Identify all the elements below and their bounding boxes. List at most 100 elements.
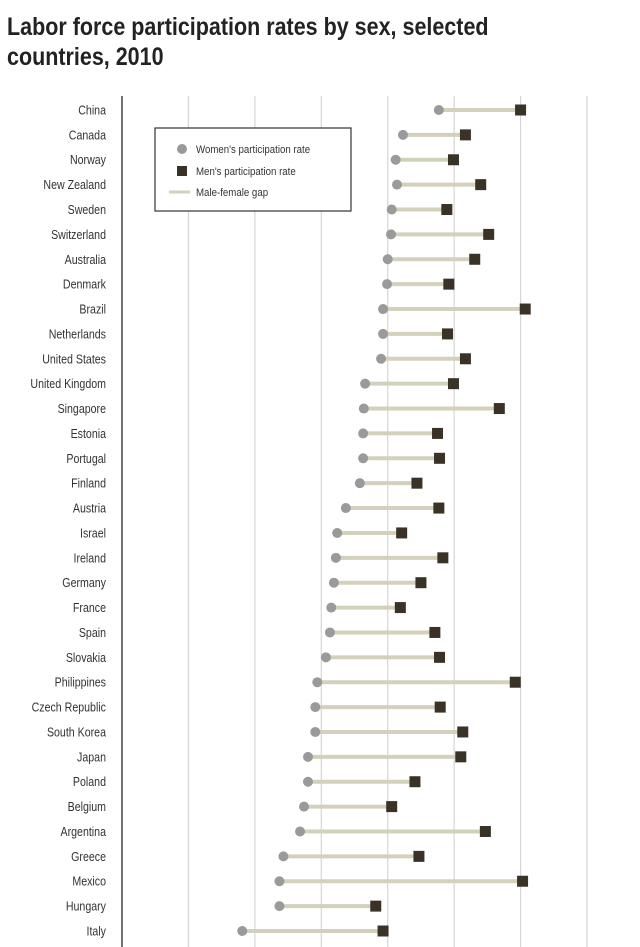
men-point: [519, 303, 531, 315]
men-point: [396, 527, 408, 539]
men-point: [434, 701, 446, 713]
country-label: New Zealand: [43, 178, 106, 192]
men-point: [455, 751, 467, 763]
country-label: Norway: [70, 153, 106, 167]
country-label: Poland: [73, 775, 106, 789]
legend-label-men: Men's participation rate: [196, 167, 296, 179]
country-label: Hungary: [66, 900, 106, 914]
country-label: Belgium: [68, 800, 106, 814]
women-point: [382, 279, 393, 290]
country-label: Argentina: [61, 825, 107, 839]
men-point: [517, 875, 529, 887]
country-label: Australia: [65, 253, 107, 267]
country-label: Sweden: [68, 203, 106, 217]
country-label: Denmark: [63, 278, 106, 292]
men-point: [443, 278, 455, 290]
men-point: [433, 502, 445, 514]
men-point: [429, 626, 441, 638]
country-label: Mexico: [72, 875, 106, 889]
men-point: [370, 900, 382, 912]
men-point: [457, 726, 469, 738]
men-point: [441, 204, 453, 216]
legend-box: [154, 127, 352, 212]
country-label: Slovakia: [66, 651, 107, 665]
men-point: [475, 179, 487, 191]
women-point: [330, 552, 341, 563]
women-point: [360, 378, 371, 389]
country-label: France: [73, 601, 106, 615]
men-point: [394, 602, 406, 614]
women-point: [392, 179, 403, 190]
women-point: [310, 726, 321, 737]
men-point: [509, 676, 521, 688]
men-point: [515, 104, 527, 116]
men-point: [415, 577, 427, 589]
women-point: [378, 328, 389, 339]
men-point: [442, 328, 453, 340]
country-label: Ireland: [74, 552, 106, 566]
country-label: Philippines: [55, 676, 107, 690]
men-point: [459, 353, 471, 365]
women-point: [320, 652, 331, 663]
women-point: [378, 304, 389, 315]
women-point: [433, 105, 444, 115]
men-point: [386, 801, 398, 813]
country-label: Israel: [80, 527, 106, 541]
country-label: Greece: [71, 850, 106, 864]
men-point: [469, 253, 481, 265]
women-point: [340, 503, 351, 514]
men-point: [434, 651, 446, 663]
legend-men-marker: [177, 166, 187, 176]
women-point: [299, 801, 310, 812]
men-point: [437, 552, 449, 564]
women-point: [303, 751, 313, 762]
women-point: [358, 428, 369, 439]
men-point: [413, 850, 425, 862]
country-label: Italy: [87, 925, 107, 939]
women-point: [386, 229, 397, 240]
country-label: United States: [42, 353, 106, 367]
country-label: Switzerland: [51, 228, 106, 242]
country-label: Germany: [62, 576, 106, 590]
women-point: [332, 527, 343, 538]
women-point: [386, 204, 397, 215]
women-point: [274, 876, 285, 887]
country-label: South Korea: [47, 726, 107, 740]
men-point: [377, 925, 389, 937]
country-label: Singapore: [58, 402, 106, 416]
country-label: Japan: [77, 751, 106, 765]
legend-label-gap: Male-female gap: [196, 188, 268, 200]
women-point: [278, 851, 289, 862]
country-label: Czech Republic: [32, 701, 107, 715]
women-point: [354, 478, 365, 489]
men-point: [434, 452, 446, 464]
legend-label-women: Women's participation rate: [196, 145, 310, 157]
women-point: [295, 826, 306, 837]
women-point: [376, 353, 387, 364]
country-label: China: [78, 104, 106, 118]
women-point: [303, 776, 313, 787]
country-label: Finland: [71, 477, 106, 491]
country-label: Austria: [73, 502, 107, 516]
legend-women-marker: [177, 144, 187, 154]
women-point: [397, 129, 408, 140]
country-label: Canada: [69, 129, 107, 143]
women-point: [358, 403, 369, 414]
women-point: [324, 627, 335, 638]
women-point: [390, 154, 401, 165]
men-point: [483, 228, 495, 240]
men-point: [411, 477, 423, 489]
women-point: [358, 453, 369, 464]
country-label: Estonia: [71, 427, 107, 441]
country-label: Portugal: [66, 452, 106, 466]
men-point: [459, 129, 471, 141]
women-point: [237, 926, 248, 936]
men-point: [447, 154, 459, 166]
men-point: [479, 825, 491, 837]
country-label: United Kingdom: [30, 377, 106, 391]
country-label: Brazil: [79, 303, 106, 317]
men-point: [493, 403, 505, 415]
women-point: [328, 577, 339, 588]
men-point: [432, 427, 444, 439]
